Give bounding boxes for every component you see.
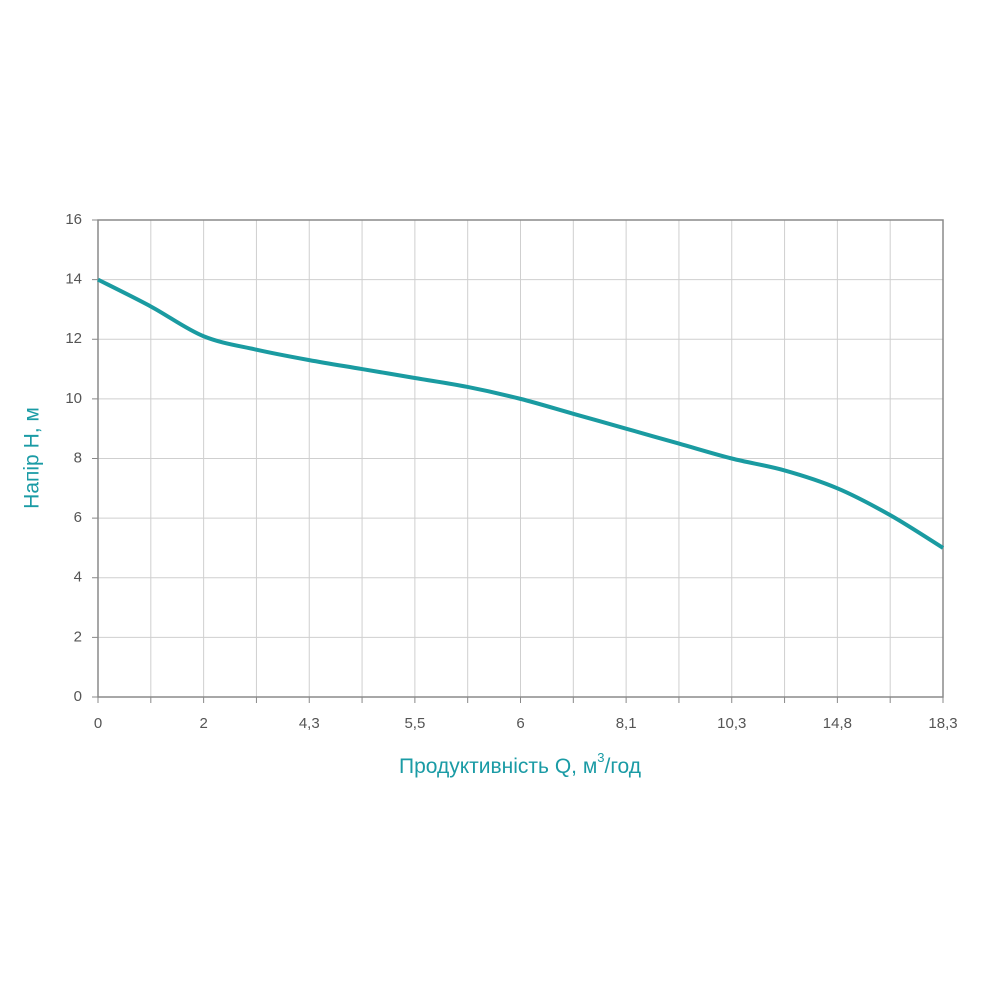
x-axis-label-suffix: /год — [605, 755, 642, 778]
y-tick-label: 6 — [74, 509, 82, 526]
y-tick-label: 0 — [74, 688, 82, 705]
y-tick-label: 4 — [74, 569, 82, 586]
y-tick-label: 10 — [65, 390, 82, 407]
x-tick-label: 5,5 — [404, 715, 425, 732]
x-tick-label: 4,3 — [299, 715, 320, 732]
x-tick-label: 2 — [199, 715, 207, 732]
y-tick-label: 14 — [65, 271, 82, 288]
x-tick-label: 14,8 — [823, 715, 852, 732]
plot-frame — [97, 219, 944, 698]
x-axis-label: Продуктивність Q, м3/год — [399, 750, 641, 777]
x-axis-label-sup: 3 — [597, 750, 604, 765]
x-axis-label-text: Продуктивність Q, м — [399, 755, 597, 778]
y-axis-label: Напір Н, м — [21, 407, 44, 509]
x-tick-label: 6 — [516, 715, 524, 732]
y-tick-label: 12 — [65, 330, 82, 347]
x-tick-label: 0 — [94, 715, 102, 732]
x-tick-label: 8,1 — [616, 715, 637, 732]
y-tick-label: 16 — [65, 211, 82, 228]
x-tick-label: 18,3 — [928, 715, 957, 732]
x-tick-label: 10,3 — [717, 715, 746, 732]
y-tick-label: 2 — [74, 628, 82, 645]
y-tick-label: 8 — [74, 449, 82, 466]
data-line — [97, 277, 945, 550]
